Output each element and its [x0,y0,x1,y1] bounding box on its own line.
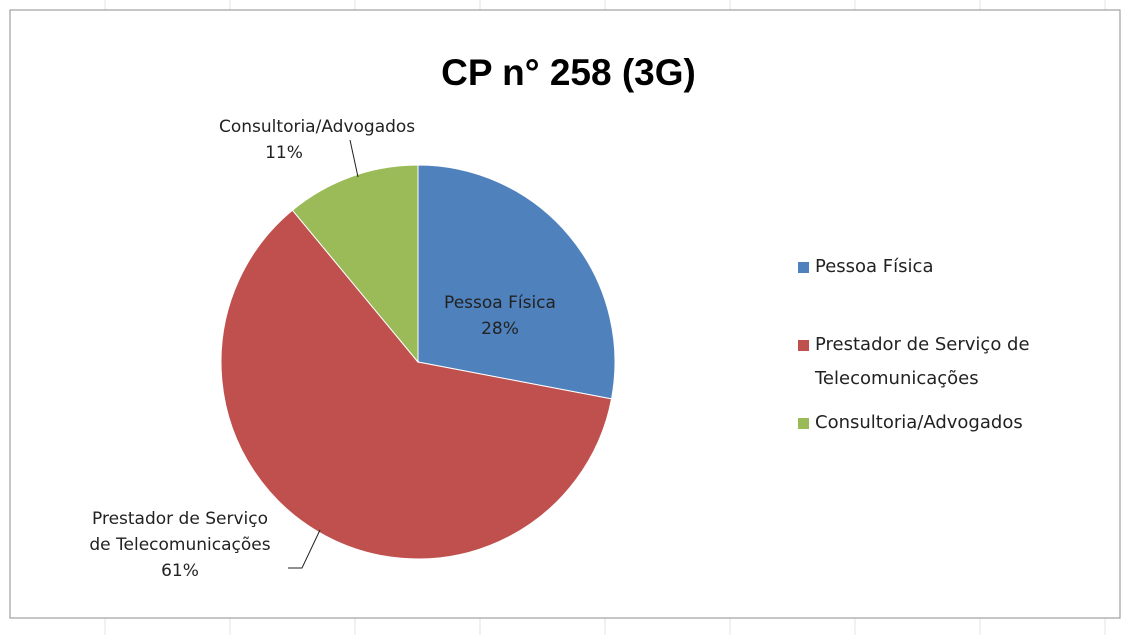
legend-label: Prestador de Serviço de Telecomunicações [815,334,1030,389]
data-label-value: 61% [161,561,199,581]
legend-label: Pessoa Física [815,256,934,277]
chart-frame [9,9,1121,619]
data-label-value: 28% [481,319,519,339]
pie-slice [291,164,419,364]
data-label-category: Prestador de Serviço de Telecomunicações [89,509,271,555]
legend-item: Prestador de Serviço de Telecomunicações [798,328,1103,396]
pie-slice [220,209,613,560]
legend-item: Pessoa Física [798,250,1103,284]
legend-label: Consultoria/Advogados [815,412,1023,433]
data-label-category: Consultoria/Advogados [219,117,416,137]
data-label-category: Pessoa Física [444,293,556,313]
data-label: Pessoa Física 28% [425,290,575,342]
legend-item: Consultoria/Advogados [798,406,1103,440]
data-label: Prestador de Serviço de Telecomunicações… [80,506,280,584]
data-label: Consultoria/Advogados 11% [219,114,416,166]
pie-slice [417,164,616,400]
legend-swatch [798,340,809,351]
chart-title: CP n° 258 (3G) [441,52,696,93]
pie [220,164,616,560]
legend-swatch [798,262,809,273]
legend-swatch [798,418,809,429]
leader-line [288,529,321,569]
leader-line [349,139,359,178]
data-label-value: 11% [265,143,303,163]
